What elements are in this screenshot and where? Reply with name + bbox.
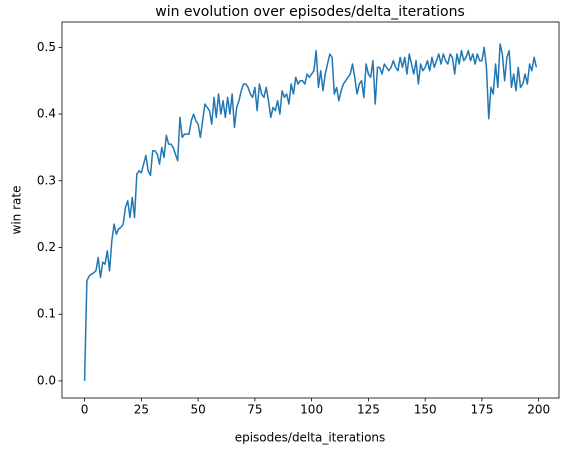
x-tick-label: 150 [414,403,437,417]
chart-title: win evolution over episodes/delta_iterat… [155,4,464,20]
y-axis-label: win rate [10,186,24,235]
x-tick-label: 25 [134,403,149,417]
x-axis-label: episodes/delta_iterations [235,431,386,445]
x-tick-label: 125 [357,403,380,417]
y-tick-label: 0.0 [37,373,56,387]
data-line [83,43,538,381]
y-tick-label: 0.2 [37,240,56,254]
x-tick-label: 175 [470,403,493,417]
y-tick-label: 0.3 [37,173,56,187]
y-tick-label: 0.4 [37,107,56,121]
x-tick-label: 100 [300,403,323,417]
x-tick-label: 50 [190,403,205,417]
y-tick-label: 0.1 [37,307,56,321]
plot-frame [61,21,560,399]
y-tick-label: 0.5 [37,40,56,54]
x-tick-label: 200 [527,403,550,417]
x-tick-label: 75 [247,403,262,417]
x-tick-label: 0 [81,403,89,417]
